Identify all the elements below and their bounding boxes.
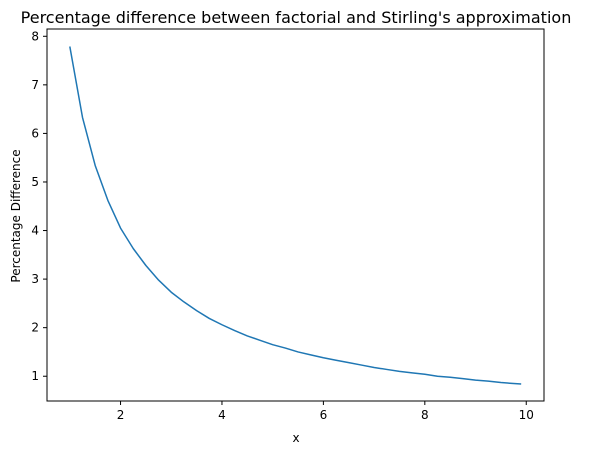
x-tick-label-2: 2 [117,408,125,422]
y-tick-label-8: 8 [31,29,39,43]
y-tick-label-7: 7 [31,78,39,92]
y-tick-label-1: 1 [31,369,39,383]
y-tick-label-4: 4 [31,224,39,238]
y-tick-label-5: 5 [31,175,39,189]
x-tick-label-4: 4 [218,408,226,422]
y-axis-label: Percentage Difference [9,149,23,282]
series-line-0 [69,46,522,385]
y-tick-label-2: 2 [31,321,39,335]
x-tick-label-8: 8 [421,408,429,422]
y-tick-label-6: 6 [31,126,39,140]
y-tick-label-3: 3 [31,272,39,286]
chart-title: Percentage difference between factorial … [21,8,572,27]
x-axis-label: x [292,431,299,445]
x-tick-label-6: 6 [320,408,328,422]
plot-frame [46,28,545,402]
x-tick-label-10: 10 [519,408,534,422]
